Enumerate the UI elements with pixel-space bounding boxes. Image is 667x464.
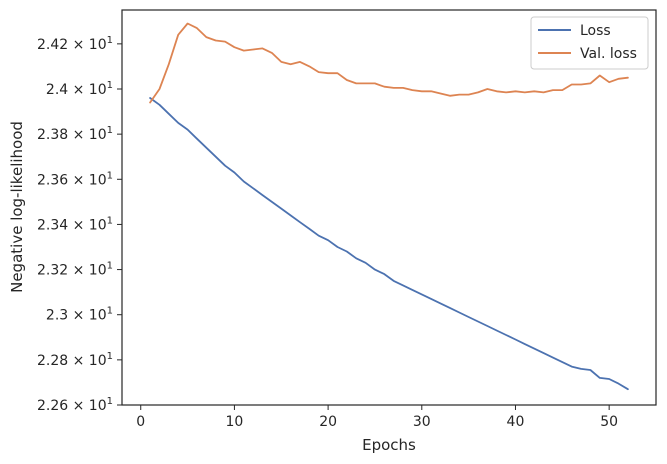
legend-label-loss: Loss [580,23,611,39]
y-tick-label: 2.42 × 101 [37,35,113,53]
x-axis-label: Epochs [362,436,416,454]
series-lines [149,22,629,391]
axis-ticks: 0 10 20 30 40 50 2.26 × 101 2.28 × 101 2.3 × 101… [37,35,618,430]
legend-label-val-loss: Val. loss [580,46,637,62]
x-tick-label: 10 [226,414,244,430]
y-tick-label: 2.4 × 101 [46,80,113,98]
series-line-loss [149,97,629,391]
y-tick-label: 2.26 × 101 [37,396,113,414]
y-tick-label: 2.38 × 101 [37,125,113,143]
plot-frame [121,9,657,406]
y-tick-label: 2.34 × 101 [37,215,113,233]
y-tick-label: 2.32 × 101 [37,261,113,279]
y-tick-label: 2.3 × 101 [46,306,113,324]
y-tick-label: 2.36 × 101 [37,170,113,188]
series-line-val-loss [149,22,629,104]
x-tick-label: 0 [136,414,145,430]
x-tick-label: 30 [413,414,431,430]
x-tick-label: 50 [600,414,618,430]
x-tick-label: 40 [507,414,525,430]
x-tick-label: 20 [319,414,337,430]
legend: Loss Val. loss [530,16,649,70]
y-tick-label: 2.28 × 101 [37,351,113,369]
y-axis-label: Negative log-likelihood [8,121,26,293]
